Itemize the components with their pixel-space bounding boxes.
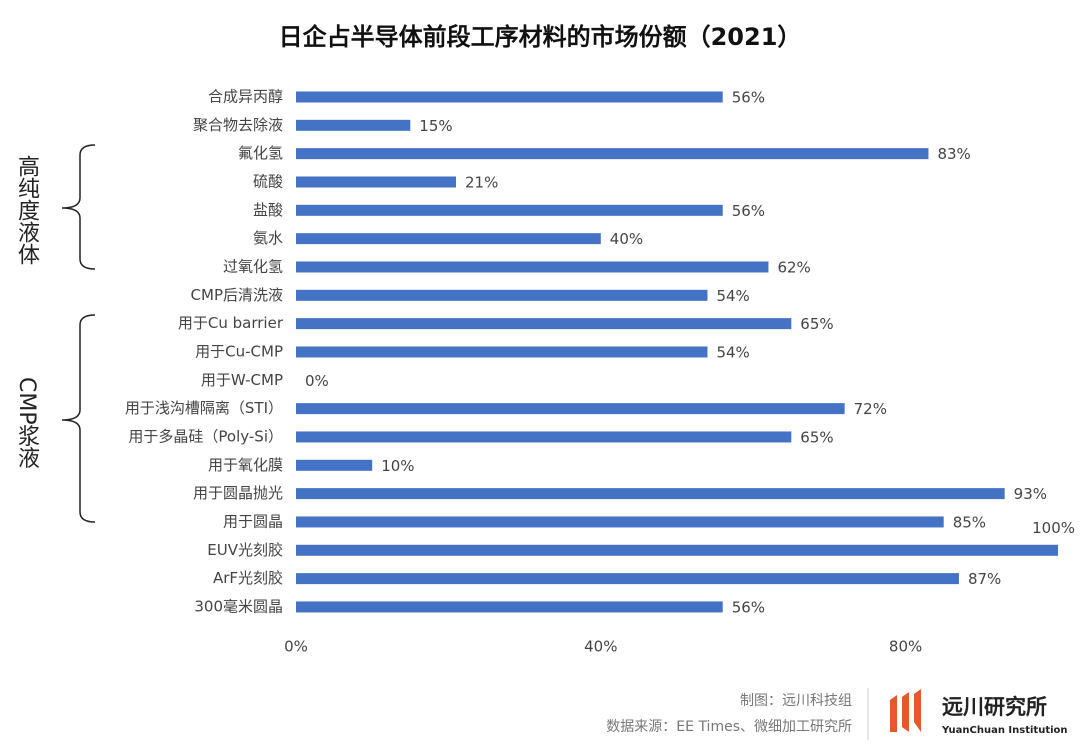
y-tick-label: 用于圆晶抛光 xyxy=(193,484,283,502)
bar xyxy=(296,573,959,585)
value-label: 83% xyxy=(937,145,970,163)
y-tick-label: 用于Cu-CMP xyxy=(195,342,283,360)
value-label: 54% xyxy=(716,343,749,361)
y-tick-label: 硫酸 xyxy=(253,172,283,190)
value-label: 87% xyxy=(968,570,1001,588)
value-label: 40% xyxy=(610,230,643,248)
bar xyxy=(296,601,723,613)
group-bracket xyxy=(61,314,96,523)
value-label: 62% xyxy=(777,258,810,276)
y-tick-label: 氟化氢 xyxy=(238,144,283,162)
x-tick-label: 0% xyxy=(284,638,308,656)
value-label: 10% xyxy=(381,457,414,475)
y-tick-label: 用于Cu barrier xyxy=(178,314,284,332)
credit: 制图：远川科技组 xyxy=(740,693,852,709)
bar xyxy=(296,233,601,245)
bar xyxy=(296,91,723,103)
group-label: CMP浆液 xyxy=(14,377,40,469)
bar xyxy=(296,544,1058,556)
bar xyxy=(296,176,457,188)
y-tick-label: CMP后清洗液 xyxy=(191,286,283,304)
value-label: 54% xyxy=(716,287,749,305)
y-tick-label: 300毫米圆晶 xyxy=(194,597,283,615)
bar xyxy=(296,289,708,301)
bar xyxy=(296,403,845,415)
bar xyxy=(296,318,792,330)
value-label: 15% xyxy=(419,117,452,135)
y-tick-label: 用于浅沟槽隔离（STI） xyxy=(125,399,283,417)
bar xyxy=(296,346,708,358)
y-tick-label: 用于多晶硅（Poly-Si） xyxy=(128,427,283,445)
bar xyxy=(296,148,929,160)
bar xyxy=(296,459,373,471)
y-tick-label: 合成异丙醇 xyxy=(208,88,283,106)
value-label: 0% xyxy=(305,372,329,390)
bar xyxy=(296,119,411,131)
y-tick-label: 用于氧化膜 xyxy=(208,456,283,474)
value-label: 56% xyxy=(732,598,765,616)
y-tick-label: 过氧化氢 xyxy=(223,257,283,275)
value-label: 56% xyxy=(732,89,765,107)
x-tick-label: 80% xyxy=(889,638,922,656)
bar xyxy=(296,431,792,443)
bar xyxy=(296,516,944,528)
value-label: 100% xyxy=(1032,519,1075,537)
value-label: 65% xyxy=(800,315,833,333)
y-tick-label: EUV光刻胶 xyxy=(207,541,283,559)
value-label: 72% xyxy=(854,400,887,418)
logo-icon xyxy=(890,689,921,732)
value-label: 93% xyxy=(1014,485,1047,503)
value-label: 21% xyxy=(465,173,498,191)
x-tick-label: 40% xyxy=(584,638,617,656)
y-tick-label: 盐酸 xyxy=(253,201,283,219)
chart-title: 日企占半导体前段工序材料的市场份额（2021） xyxy=(279,23,802,51)
value-label: 85% xyxy=(953,513,986,531)
value-label: 65% xyxy=(800,428,833,446)
logo-text: 远川研究所 xyxy=(942,695,1047,719)
y-tick-label: 聚合物去除液 xyxy=(193,116,283,134)
group-bracket xyxy=(61,144,96,270)
y-tick-label: 用于W-CMP xyxy=(201,371,283,389)
group-label: 高纯度液体 xyxy=(14,155,40,265)
y-tick-label: 氨水 xyxy=(253,229,283,247)
bar xyxy=(296,488,1005,500)
y-tick-label: ArF光刻胶 xyxy=(213,569,283,587)
bar xyxy=(296,204,723,216)
value-label: 56% xyxy=(732,202,765,220)
y-tick-label: 用于圆晶 xyxy=(223,512,283,530)
bar xyxy=(296,261,769,273)
source: 数据来源：EE Times、微细加工研究所 xyxy=(606,719,852,735)
logo-text-en: YuanChuan Institution xyxy=(941,725,1068,736)
